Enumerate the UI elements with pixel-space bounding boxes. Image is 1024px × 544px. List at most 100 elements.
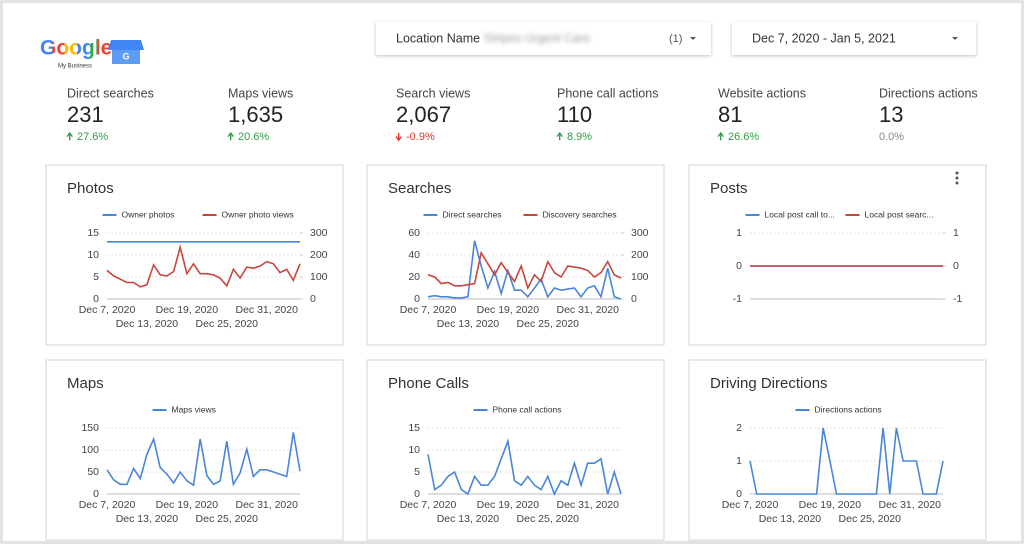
y-tick-label: 10 [408, 444, 420, 456]
kpi-value: 231 [67, 102, 104, 127]
kpi-change: 8.9% [567, 131, 592, 143]
chart-title: Photos [67, 180, 114, 197]
chart-title: Driving Directions [710, 375, 828, 392]
x-tick-label: Dec 25, 2020 [517, 513, 580, 525]
x-tick-label: Dec 13, 2020 [116, 318, 179, 330]
x-tick-label: Dec 19, 2020 [477, 304, 540, 316]
chart-card [688, 164, 987, 346]
chart-title: Maps [67, 375, 104, 392]
chart-card [688, 359, 987, 541]
x-tick-label: Dec 7, 2020 [400, 304, 457, 316]
menu-dot [955, 176, 959, 180]
y-tick-label: 0 [736, 488, 742, 500]
kpi-value: 110 [557, 102, 592, 127]
x-tick-label: Dec 31, 2020 [235, 499, 298, 511]
kpi-label: Search views [396, 86, 470, 100]
filter-count: (1) [669, 33, 682, 45]
y-tick-label: 2 [736, 422, 742, 434]
y2-tick-label: 0 [310, 293, 316, 305]
y-tick-label: 5 [414, 466, 420, 478]
menu-dot [955, 181, 959, 185]
y-tick-label: 0 [93, 293, 99, 305]
y-tick-label: 0 [414, 488, 420, 500]
series-line [106, 244, 301, 288]
x-tick-label: Dec 7, 2020 [79, 304, 136, 316]
legend-label: Owner photos [122, 209, 175, 219]
x-tick-label: Dec 19, 2020 [799, 499, 862, 511]
chart-card [366, 359, 665, 541]
x-tick-label: Dec 25, 2020 [196, 318, 259, 330]
y-tick-label: 1 [736, 227, 742, 239]
filter-value: Stripes Urgent Care [484, 31, 590, 45]
kpi-value: 81 [718, 102, 742, 127]
chart-card [366, 164, 665, 346]
legend-label: Owner photo views [222, 209, 294, 219]
y-tick-label: 5 [93, 271, 99, 283]
kpi-change: 0.0% [879, 131, 904, 143]
series-line [106, 432, 301, 487]
chart-title: Phone Calls [388, 375, 469, 392]
legend-label: Local post call to... [765, 209, 835, 219]
x-tick-label: Dec 13, 2020 [759, 513, 822, 525]
y-tick-label: 20 [408, 271, 420, 283]
y-tick-label: 1 [736, 455, 742, 467]
y2-tick-label: 0 [631, 293, 637, 305]
y-tick-label: 0 [93, 488, 99, 500]
y-tick-label: 15 [87, 227, 99, 239]
series-line [427, 240, 622, 300]
x-tick-label: Dec 31, 2020 [556, 304, 619, 316]
y-tick-label: 50 [87, 466, 99, 478]
y2-tick-label: 200 [631, 249, 649, 261]
x-tick-label: Dec 31, 2020 [235, 304, 298, 316]
y2-tick-label: 1 [953, 227, 959, 239]
y-tick-label: 40 [408, 249, 420, 261]
logo-sub: My Business [58, 64, 92, 70]
location-filter[interactable]: Location Name Stripes Urgent Care (1) [376, 22, 711, 55]
x-tick-label: Dec 19, 2020 [156, 304, 219, 316]
x-tick-label: Dec 31, 2020 [556, 499, 619, 511]
x-tick-label: Dec 7, 2020 [400, 499, 457, 511]
y-tick-label: 0 [414, 293, 420, 305]
y-tick-label: 150 [81, 422, 99, 434]
kpi-change: 27.6% [77, 131, 108, 143]
x-tick-label: Dec 25, 2020 [839, 513, 902, 525]
trend-arrow [556, 131, 563, 141]
legend-label: Local post searc... [865, 209, 934, 219]
filter-label: Location Name [396, 31, 480, 45]
y2-tick-label: 100 [631, 271, 649, 283]
kpi-label: Direct searches [67, 86, 154, 100]
y2-tick-label: 0 [953, 260, 959, 272]
chart-card [45, 164, 344, 346]
y-tick-label: 60 [408, 227, 420, 239]
kpi-label: Phone call actions [557, 86, 658, 100]
x-tick-label: Dec 19, 2020 [477, 499, 540, 511]
x-tick-label: Dec 13, 2020 [437, 318, 500, 330]
date-filter[interactable]: Dec 7, 2020 - Jan 5, 2021 [732, 22, 976, 55]
y-tick-label: 100 [81, 444, 99, 456]
date-range: Dec 7, 2020 - Jan 5, 2021 [752, 31, 896, 45]
legend-label: Phone call actions [493, 404, 562, 414]
legend-label: Discovery searches [543, 209, 617, 219]
x-tick-label: Dec 13, 2020 [116, 513, 179, 525]
kpi-change: -0.9% [406, 131, 435, 143]
x-tick-label: Dec 25, 2020 [196, 513, 259, 525]
series-line [749, 427, 944, 495]
y-tick-label: 10 [87, 249, 99, 261]
kpi-value: 13 [879, 102, 903, 127]
x-tick-label: Dec 7, 2020 [79, 499, 136, 511]
y2-tick-label: 300 [631, 227, 649, 239]
x-tick-label: Dec 31, 2020 [878, 499, 941, 511]
trend-arrow [227, 131, 234, 141]
y-tick-label: -1 [733, 293, 742, 305]
kpi-label: Directions actions [879, 86, 978, 100]
chart-card [45, 359, 344, 541]
kpi-value: 2,067 [396, 102, 451, 127]
svg-text:G: G [122, 51, 129, 61]
menu-dot [955, 171, 959, 175]
legend-label: Maps views [172, 404, 216, 414]
y2-tick-label: -1 [953, 293, 962, 305]
kpi-label: Maps views [228, 86, 293, 100]
x-tick-label: Dec 19, 2020 [156, 499, 219, 511]
series-line [427, 438, 622, 496]
